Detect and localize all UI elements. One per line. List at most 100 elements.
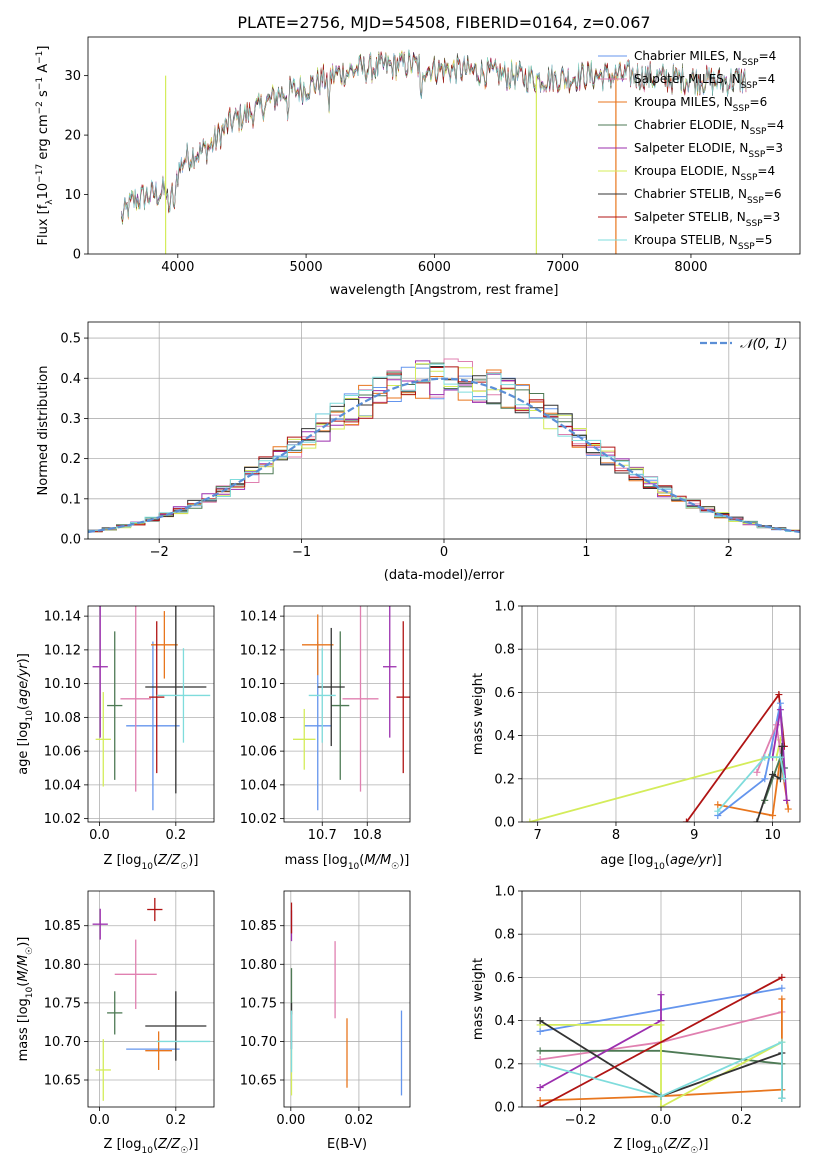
legend-sep: , N bbox=[730, 187, 747, 201]
spectrum-ylabel-part: −1 bbox=[35, 77, 45, 90]
mass-vs-ebv-axes-ytick-label: 10.80 bbox=[240, 958, 277, 973]
mass-vs-Z-axes-ytick-label: 10.70 bbox=[44, 1035, 81, 1050]
legend-entry: Kroupa ELODIE, NSSP=4 bbox=[634, 164, 775, 183]
legend-nssp: 4 bbox=[777, 118, 785, 132]
legend-sep: , N bbox=[729, 210, 746, 224]
mass-vs-ebv-axes-ytick-label: 10.75 bbox=[240, 996, 277, 1011]
age-vs-mass-axes-ytick-label: 10.10 bbox=[240, 677, 277, 692]
weight-line-kroupa-stelib bbox=[539, 1040, 783, 1099]
mass-vs-Z-ylabel-part: ☉ bbox=[25, 947, 35, 955]
age-vs-Z-xlabel-part: Z/Z bbox=[157, 853, 181, 868]
mass-vs-Z-axes-ytick-label: 10.65 bbox=[44, 1074, 81, 1089]
spectrum-ylabel-part: A bbox=[36, 64, 51, 77]
legend-nssp: 5 bbox=[765, 233, 773, 247]
age-vs-Z-xlabel-part: )] bbox=[188, 853, 198, 868]
mass-vs-Z-xlabel-part: ( bbox=[153, 1137, 158, 1152]
spectrum-ylabel: Flux [fλ10−17 erg cm−2 s−1 A−1] bbox=[35, 46, 55, 246]
mass-vs-Z-axes-ytick-label: 10.75 bbox=[44, 996, 81, 1011]
legend-name: Kroupa ELODIE bbox=[634, 164, 724, 178]
weight-vs-age-axes-frame bbox=[521, 605, 801, 823]
weight-vs-Z-xlabel-part: ( bbox=[663, 1137, 668, 1152]
weight-vs-age-axes-xtick-label: 7 bbox=[534, 828, 542, 843]
spectrum-axes-xtick-label: 8000 bbox=[674, 260, 707, 275]
errorbar-point-salpeter-stelib bbox=[396, 621, 410, 774]
residuals-axes-ytick-label: 0.2 bbox=[60, 452, 81, 467]
spectrum-ylabel-part: Flux [f bbox=[36, 204, 51, 245]
spectrum-ylabel-part: ] bbox=[36, 46, 51, 51]
age-vs-mass-xlabel-part: 10 bbox=[348, 862, 360, 872]
errorbar-point-salpeter-elodie bbox=[383, 606, 397, 738]
weight-point-marker bbox=[753, 818, 761, 822]
mass-vs-Z-axes-plot-area bbox=[92, 897, 211, 1101]
age-vs-Z-axes-ytick-label: 10.14 bbox=[44, 610, 81, 625]
legend-sep: , N bbox=[716, 95, 733, 109]
spectrum-ylabel-part: −2 bbox=[35, 101, 45, 114]
age-vs-Z-axes-ytick-label: 10.02 bbox=[44, 812, 81, 827]
weight-point-marker bbox=[657, 1092, 665, 1100]
residuals-axes-xtick-label: 1 bbox=[582, 545, 590, 560]
errorbar-point-kroupa-elodie bbox=[95, 1039, 111, 1101]
legend-name: Chabrier STELIB bbox=[634, 187, 730, 201]
errorbar-point-salpeter-miles bbox=[114, 939, 157, 1010]
legend-nssp: 4 bbox=[767, 72, 775, 86]
spectrum-axes-frame bbox=[87, 36, 801, 255]
weight-point-marker bbox=[536, 1017, 544, 1025]
weight-point-marker bbox=[778, 742, 786, 750]
weight-line-kroupa-stelib bbox=[717, 756, 786, 812]
legend-sub: SSP bbox=[746, 219, 763, 229]
legend-name: Kroupa MILES bbox=[634, 95, 716, 109]
mass-vs-Z-xlabel-part: )] bbox=[188, 1137, 198, 1152]
mass-vs-Z-ylabel-part: mass [log bbox=[16, 998, 31, 1061]
age-vs-mass-axes-xtick-label: 10.7 bbox=[308, 828, 337, 843]
weight-point-marker bbox=[714, 807, 722, 815]
weight-vs-age-axes-xtick-label: 10 bbox=[764, 828, 781, 843]
weight-point-marker bbox=[784, 805, 792, 813]
weight-vs-Z-axes-plot-area bbox=[536, 973, 786, 1107]
mass-vs-Z-ylabel-part: 10 bbox=[25, 986, 35, 998]
age-vs-mass-axes: 10.7 10.8 10.02 10.04 10.06 10.08 10.10 10.12 10… bbox=[240, 605, 411, 843]
legend-nssp: 3 bbox=[773, 210, 781, 224]
mass-vs-Z-ylabel-part: ( bbox=[16, 982, 31, 987]
mass-vs-ebv-axes-plot-area bbox=[290, 902, 403, 1096]
errorbar-point-salpeter-stelib bbox=[147, 897, 163, 922]
weight-point-marker bbox=[778, 1038, 786, 1046]
age-vs-Z-ylabel-part: age [log bbox=[16, 722, 31, 775]
weight-point-marker bbox=[778, 1094, 786, 1102]
residuals-ylabel-group: Normed distribution bbox=[36, 366, 51, 496]
weight-point-marker bbox=[776, 706, 784, 714]
spectrum-ylabel-part: −17 bbox=[35, 164, 45, 183]
weight-vs-age-xlabel-part: 10 bbox=[653, 862, 665, 872]
spectrum-axes-plot-area bbox=[121, 49, 747, 254]
age-vs-Z-axes-ytick-label: 10.10 bbox=[44, 677, 81, 692]
legend-name: Chabrier MILES bbox=[634, 49, 725, 63]
age-vs-Z-ylabel-part: age/yr bbox=[16, 662, 31, 705]
mass-vs-Z-xlabel-part: Z/Z bbox=[157, 1137, 181, 1152]
weight-line-salpeter-stelib bbox=[539, 976, 783, 1107]
errorbar-point-kroupa-miles bbox=[151, 611, 178, 679]
legend-sep: , N bbox=[732, 141, 749, 155]
weight-vs-Z-ylabel: mass weight bbox=[471, 958, 486, 1040]
gaussian-reference-curve bbox=[88, 377, 800, 534]
legend-eq: = bbox=[765, 141, 775, 155]
residuals-axes-ytick-label: 0.0 bbox=[60, 533, 81, 548]
weight-point-marker bbox=[775, 691, 783, 699]
weight-vs-Z-axes-xtick-label: 0.2 bbox=[731, 1113, 752, 1128]
weight-vs-Z-axes-ytick-label: 0.2 bbox=[494, 1057, 515, 1072]
residuals-xlabel: (data-model)/error bbox=[384, 568, 505, 583]
residuals-axes-xtick-label: 2 bbox=[725, 545, 733, 560]
weight-vs-age-axes-ytick-label: 1.0 bbox=[494, 600, 515, 615]
age-vs-Z-axes-xtick-label: 0.0 bbox=[89, 828, 110, 843]
age-vs-mass-axes-xtick-label: 10.8 bbox=[353, 828, 382, 843]
mass-vs-ebv-axes-ytick-label: 10.70 bbox=[240, 1035, 277, 1050]
mass-vs-Z-ylabel-group: mass [log10(M/M☉)] bbox=[16, 937, 35, 1062]
legend-nssp: 6 bbox=[774, 187, 782, 201]
errorbar-point-chabrier-elodie bbox=[331, 631, 350, 780]
weight-vs-age-axes-ytick-label: 0.6 bbox=[494, 686, 515, 701]
residuals-axes-ytick-label: 0.1 bbox=[60, 492, 81, 507]
weight-vs-age-ylabel-group: mass weight bbox=[471, 673, 486, 755]
weight-point-marker bbox=[526, 818, 534, 822]
legend-sep: , N bbox=[721, 233, 738, 247]
legend-sub: SSP bbox=[738, 242, 755, 252]
weight-point-marker bbox=[773, 721, 781, 729]
weight-point-marker bbox=[761, 753, 769, 761]
